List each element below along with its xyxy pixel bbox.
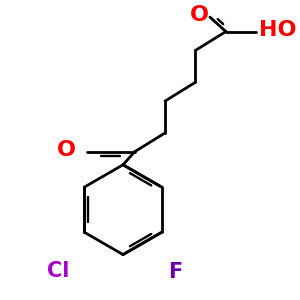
Text: HO: HO xyxy=(259,20,297,40)
Text: O: O xyxy=(190,5,209,25)
Text: O: O xyxy=(57,140,76,160)
Text: Cl: Cl xyxy=(47,260,69,280)
Text: F: F xyxy=(168,262,182,282)
